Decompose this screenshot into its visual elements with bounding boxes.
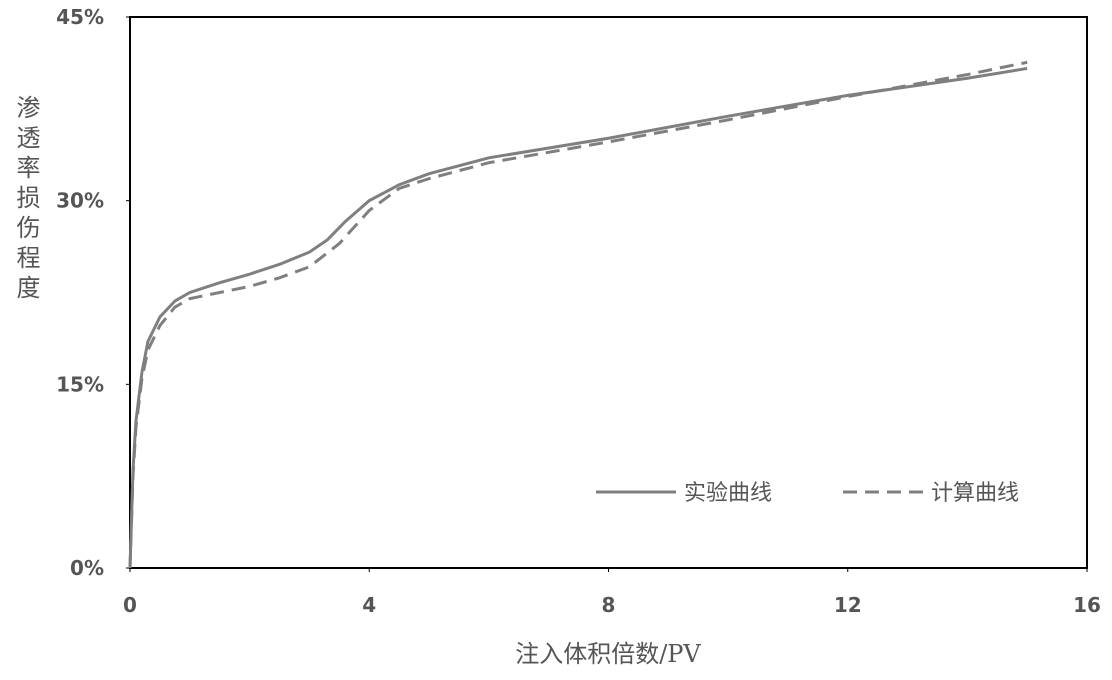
x-tick-label: 12 [834, 593, 862, 617]
y-tick-label: 30% [56, 189, 104, 213]
x-tick-label: 0 [123, 593, 137, 617]
series-line [128, 60, 1028, 569]
x-tick-label: 16 [1073, 593, 1101, 617]
series-line [128, 66, 1028, 569]
y-tick-label: 45% [56, 5, 104, 29]
legend-label: 实验曲线 [684, 481, 772, 506]
legend-label: 计算曲线 [931, 481, 1019, 506]
y-tick-label: 0% [70, 556, 104, 580]
x-tick-label: 8 [602, 593, 616, 617]
y-axis-label: 渗透率损伤程度 [12, 95, 40, 305]
x-axis-label: 注入体积倍数/PV [515, 640, 701, 668]
y-tick-label: 15% [56, 372, 104, 396]
x-tick-label: 4 [362, 593, 376, 617]
